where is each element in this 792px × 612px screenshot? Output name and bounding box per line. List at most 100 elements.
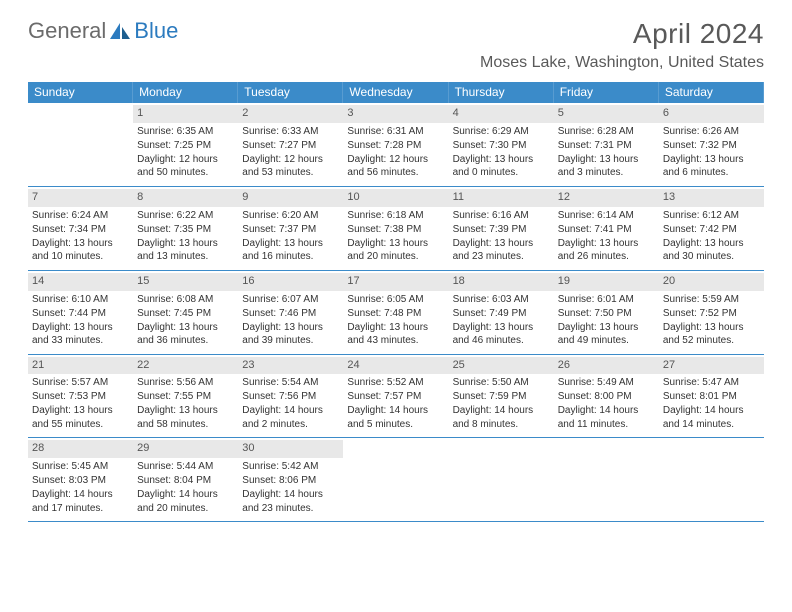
day-number: 12 xyxy=(554,189,659,207)
sunrise-label: Sunrise: 6:05 AM xyxy=(347,293,444,307)
day-number: 9 xyxy=(238,189,343,207)
daylight-label: Daylight: 14 hours and 8 minutes. xyxy=(453,404,550,431)
daylight-label: Daylight: 14 hours and 2 minutes. xyxy=(242,404,339,431)
sunrise-label: Sunrise: 6:33 AM xyxy=(242,125,339,139)
day-cell: 23Sunrise: 5:54 AMSunset: 7:56 PMDayligh… xyxy=(238,355,343,438)
sunset-label: Sunset: 7:52 PM xyxy=(663,307,760,321)
sunrise-label: Sunrise: 5:42 AM xyxy=(242,460,339,474)
sunset-label: Sunset: 8:01 PM xyxy=(663,390,760,404)
sunset-label: Sunset: 7:48 PM xyxy=(347,307,444,321)
day-cell: 5Sunrise: 6:28 AMSunset: 7:31 PMDaylight… xyxy=(554,103,659,186)
sunset-label: Sunset: 7:55 PM xyxy=(137,390,234,404)
sunset-label: Sunset: 7:35 PM xyxy=(137,223,234,237)
day-cell xyxy=(449,438,554,521)
sunrise-label: Sunrise: 6:16 AM xyxy=(453,209,550,223)
week-row: 1Sunrise: 6:35 AMSunset: 7:25 PMDaylight… xyxy=(28,103,764,187)
sunset-label: Sunset: 7:59 PM xyxy=(453,390,550,404)
day-number xyxy=(28,105,133,108)
sunrise-label: Sunrise: 5:50 AM xyxy=(453,376,550,390)
daylight-label: Daylight: 12 hours and 53 minutes. xyxy=(242,153,339,180)
day-cell: 2Sunrise: 6:33 AMSunset: 7:27 PMDaylight… xyxy=(238,103,343,186)
sunset-label: Sunset: 7:37 PM xyxy=(242,223,339,237)
sunset-label: Sunset: 7:28 PM xyxy=(347,139,444,153)
day-number: 25 xyxy=(449,357,554,375)
daylight-label: Daylight: 13 hours and 6 minutes. xyxy=(663,153,760,180)
sunrise-label: Sunrise: 6:18 AM xyxy=(347,209,444,223)
day-cell: 13 Sunrise: 6:12 AMSunset: 7:42 PMDayligh… xyxy=(659,187,764,270)
sunrise-label: Sunrise: 6:26 AM xyxy=(663,125,760,139)
sunset-label: Sunset: 8:00 PM xyxy=(558,390,655,404)
day-cell: 20Sunrise: 5:59 AMSunset: 7:52 PMDayligh… xyxy=(659,271,764,354)
day-cell xyxy=(343,438,448,521)
day-cell: 30Sunrise: 5:42 AMSunset: 8:06 PMDayligh… xyxy=(238,438,343,521)
days-of-week-header: SundayMondayTuesdayWednesdayThursdayFrid… xyxy=(28,82,764,103)
sunrise-label: Sunrise: 6:22 AM xyxy=(137,209,234,223)
header: General Blue April 2024 Moses Lake, Wash… xyxy=(0,0,792,76)
sunset-label: Sunset: 8:04 PM xyxy=(137,474,234,488)
logo-text-general: General xyxy=(28,18,106,44)
day-number: 28 xyxy=(28,440,133,458)
daylight-label: Daylight: 13 hours and 46 minutes. xyxy=(453,321,550,348)
sunrise-label: Sunrise: 5:45 AM xyxy=(32,460,129,474)
day-cell: 21Sunrise: 5:57 AMSunset: 7:53 PMDayligh… xyxy=(28,355,133,438)
day-number: 20 xyxy=(659,273,764,291)
day-number: 4 xyxy=(449,105,554,123)
daylight-label: Daylight: 14 hours and 5 minutes. xyxy=(347,404,444,431)
dow-cell: Sunday xyxy=(28,82,133,103)
day-number: 17 xyxy=(343,273,448,291)
day-number: 6 xyxy=(659,105,764,123)
day-cell: 19Sunrise: 6:01 AMSunset: 7:50 PMDayligh… xyxy=(554,271,659,354)
sunset-label: Sunset: 7:42 PM xyxy=(663,223,760,237)
day-number: 3 xyxy=(343,105,448,123)
sunrise-label: Sunrise: 6:20 AM xyxy=(242,209,339,223)
sunset-label: Sunset: 7:41 PM xyxy=(558,223,655,237)
day-number: 18 xyxy=(449,273,554,291)
day-cell: 3Sunrise: 6:31 AMSunset: 7:28 PMDaylight… xyxy=(343,103,448,186)
sunrise-label: Sunrise: 6:12 AM xyxy=(663,209,760,223)
day-number: 13 xyxy=(659,189,764,207)
dow-cell: Saturday xyxy=(659,82,764,103)
dow-cell: Thursday xyxy=(449,82,554,103)
day-cell: 29Sunrise: 5:44 AMSunset: 8:04 PMDayligh… xyxy=(133,438,238,521)
day-cell: 12Sunrise: 6:14 AMSunset: 7:41 PMDayligh… xyxy=(554,187,659,270)
sunset-label: Sunset: 7:45 PM xyxy=(137,307,234,321)
sunset-label: Sunset: 7:34 PM xyxy=(32,223,129,237)
sunrise-label: Sunrise: 6:35 AM xyxy=(137,125,234,139)
sunrise-label: Sunrise: 5:56 AM xyxy=(137,376,234,390)
day-number: 15 xyxy=(133,273,238,291)
sunrise-label: Sunrise: 5:47 AM xyxy=(663,376,760,390)
sunrise-label: Sunrise: 6:10 AM xyxy=(32,293,129,307)
day-cell: 15Sunrise: 6:08 AMSunset: 7:45 PMDayligh… xyxy=(133,271,238,354)
sunrise-label: Sunrise: 6:03 AM xyxy=(453,293,550,307)
sunset-label: Sunset: 7:46 PM xyxy=(242,307,339,321)
sunset-label: Sunset: 7:53 PM xyxy=(32,390,129,404)
sunset-label: Sunset: 7:27 PM xyxy=(242,139,339,153)
day-number xyxy=(343,440,448,443)
day-number: 5 xyxy=(554,105,659,123)
sunrise-label: Sunrise: 5:44 AM xyxy=(137,460,234,474)
dow-cell: Wednesday xyxy=(343,82,448,103)
daylight-label: Daylight: 13 hours and 55 minutes. xyxy=(32,404,129,431)
dow-cell: Monday xyxy=(133,82,238,103)
day-cell xyxy=(554,438,659,521)
week-row: 21Sunrise: 5:57 AMSunset: 7:53 PMDayligh… xyxy=(28,355,764,439)
day-cell: 1Sunrise: 6:35 AMSunset: 7:25 PMDaylight… xyxy=(133,103,238,186)
daylight-label: Daylight: 13 hours and 26 minutes. xyxy=(558,237,655,264)
daylight-label: Daylight: 13 hours and 39 minutes. xyxy=(242,321,339,348)
title-block: April 2024 Moses Lake, Washington, Unite… xyxy=(480,18,764,72)
daylight-label: Daylight: 13 hours and 43 minutes. xyxy=(347,321,444,348)
day-number: 30 xyxy=(238,440,343,458)
day-cell: 28Sunrise: 5:45 AMSunset: 8:03 PMDayligh… xyxy=(28,438,133,521)
sunset-label: Sunset: 7:32 PM xyxy=(663,139,760,153)
day-cell: 10Sunrise: 6:18 AMSunset: 7:38 PMDayligh… xyxy=(343,187,448,270)
daylight-label: Daylight: 14 hours and 11 minutes. xyxy=(558,404,655,431)
day-number: 11 xyxy=(449,189,554,207)
daylight-label: Daylight: 14 hours and 20 minutes. xyxy=(137,488,234,515)
sunset-label: Sunset: 7:57 PM xyxy=(347,390,444,404)
day-cell: 27Sunrise: 5:47 AMSunset: 8:01 PMDayligh… xyxy=(659,355,764,438)
day-number: 26 xyxy=(554,357,659,375)
day-cell: 6 Sunrise: 6:26 AMSunset: 7:32 PMDaylight… xyxy=(659,103,764,186)
logo-text-blue: Blue xyxy=(134,18,178,44)
day-cell: 26Sunrise: 5:49 AMSunset: 8:00 PMDayligh… xyxy=(554,355,659,438)
daylight-label: Daylight: 13 hours and 30 minutes. xyxy=(663,237,760,264)
